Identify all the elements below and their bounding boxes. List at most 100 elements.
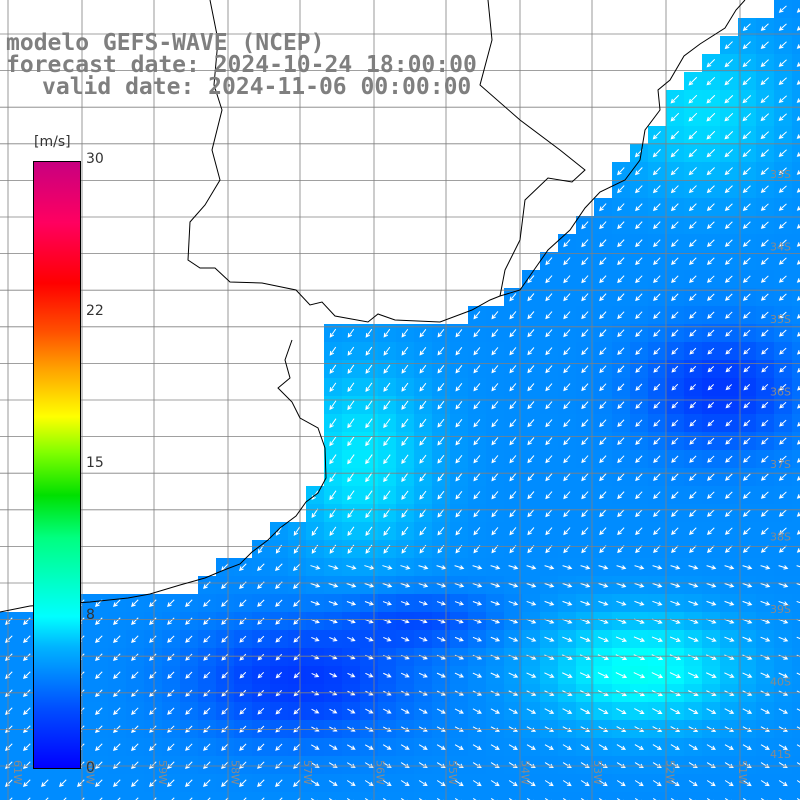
wind-arrow: [599, 401, 607, 410]
wind-arrow: [221, 653, 229, 661]
wind-arrow: [760, 636, 771, 642]
latitude-label: 33S: [770, 168, 791, 181]
wind-arrow: [185, 653, 193, 661]
wind-arrow: [635, 293, 643, 302]
wind-arrow: [279, 797, 283, 800]
wind-arrow: [329, 526, 337, 536]
wind-arrow: [616, 583, 627, 588]
wind-arrow: [743, 419, 751, 427]
wind-arrow: [688, 583, 699, 588]
wind-arrow: [689, 491, 697, 499]
wind-arrow: [724, 41, 733, 50]
wind-arrow: [418, 798, 426, 800]
wind-arrow: [401, 418, 409, 428]
wind-arrow: [400, 798, 408, 800]
wind-arrow: [599, 419, 607, 428]
wind-arrow: [437, 436, 445, 446]
wind-arrow: [364, 762, 374, 768]
title-valid-date: valid date: 2024-11-06 00:00:00: [42, 74, 472, 100]
wind-arrow: [473, 383, 481, 392]
wind-arrow: [383, 382, 391, 392]
wind-arrow: [634, 583, 645, 588]
wind-arrow: [796, 690, 800, 694]
wind-arrow: [328, 762, 338, 768]
wind-arrow: [778, 149, 787, 157]
wind-arrow: [491, 419, 499, 428]
wind-arrow: [599, 329, 607, 338]
wind-arrow: [706, 112, 716, 122]
wind-arrow: [761, 365, 769, 373]
wind-arrow: [347, 382, 355, 393]
wind-arrow: [616, 762, 626, 768]
wind-arrow: [599, 383, 607, 392]
wind-arrow: [724, 565, 735, 570]
speed-cell: [702, 792, 720, 800]
wind-arrow: [671, 239, 679, 248]
wind-arrow: [725, 365, 733, 373]
wind-arrow: [599, 275, 607, 284]
wind-arrow: [149, 635, 157, 643]
wind-arrow: [131, 779, 139, 787]
wind-arrow: [509, 473, 517, 482]
wind-arrow: [635, 311, 643, 320]
wind-arrow: [527, 275, 535, 284]
speed-cell: [792, 792, 800, 800]
wind-arrow: [796, 224, 800, 229]
speed-cell: [108, 792, 126, 800]
wind-arrow: [724, 654, 735, 660]
wind-arrow: [797, 385, 800, 391]
wind-arrow: [257, 743, 265, 751]
wind-arrow: [778, 41, 787, 49]
wind-arrow: [545, 509, 553, 518]
wind-arrow: [293, 617, 301, 625]
wind-arrow: [491, 401, 499, 410]
wind-arrow: [778, 131, 787, 139]
wind-arrow: [707, 402, 715, 409]
wind-arrow: [796, 512, 800, 517]
wind-arrow: [401, 382, 409, 392]
wind-arrow: [742, 636, 753, 642]
wind-arrow: [527, 419, 535, 428]
wind-arrow: [724, 59, 734, 68]
wind-arrow: [509, 527, 517, 536]
wind-arrow: [167, 653, 175, 661]
wind-arrow: [671, 527, 679, 536]
wind-arrow: [779, 419, 787, 427]
speed-cell: [792, 144, 800, 162]
wind-arrow: [275, 672, 282, 679]
wind-arrow: [706, 167, 715, 176]
wind-arrow: [563, 257, 571, 266]
wind-arrow: [185, 599, 193, 607]
wind-arrow: [581, 239, 589, 248]
wind-arrow: [221, 779, 229, 787]
wind-arrow: [724, 600, 735, 606]
wind-arrow: [725, 437, 733, 445]
speed-cell: [792, 738, 800, 756]
wind-arrow: [239, 599, 247, 607]
wind-arrow: [508, 600, 519, 606]
wind-arrow: [77, 779, 85, 787]
wind-arrow: [778, 95, 787, 103]
wind-arrow: [419, 346, 427, 356]
longitude-labels: 61W 60W 59W 58W 57W 56W 55W 54W 53W 52W 51W: [11, 760, 749, 785]
wind-arrow: [293, 635, 301, 643]
wind-arrow: [297, 797, 301, 800]
wind-arrow: [526, 780, 536, 787]
speed-cell: [522, 792, 540, 800]
wind-arrow: [95, 779, 103, 787]
wind-arrow: [617, 257, 625, 266]
wind-arrow: [347, 436, 355, 447]
wind-arrow: [706, 654, 717, 660]
wind-arrow: [706, 797, 714, 800]
wind-arrow: [436, 672, 446, 678]
wind-arrow: [742, 113, 752, 122]
wind-arrow: [508, 744, 518, 750]
wind-arrow: [779, 383, 787, 391]
wind-arrow: [778, 491, 787, 499]
wind-arrow: [473, 311, 481, 320]
longitude-label: 51W: [736, 760, 749, 785]
wind-arrow: [347, 400, 355, 411]
speed-cell: [792, 432, 800, 450]
wind-arrow: [653, 509, 661, 518]
wind-arrow: [491, 527, 499, 536]
